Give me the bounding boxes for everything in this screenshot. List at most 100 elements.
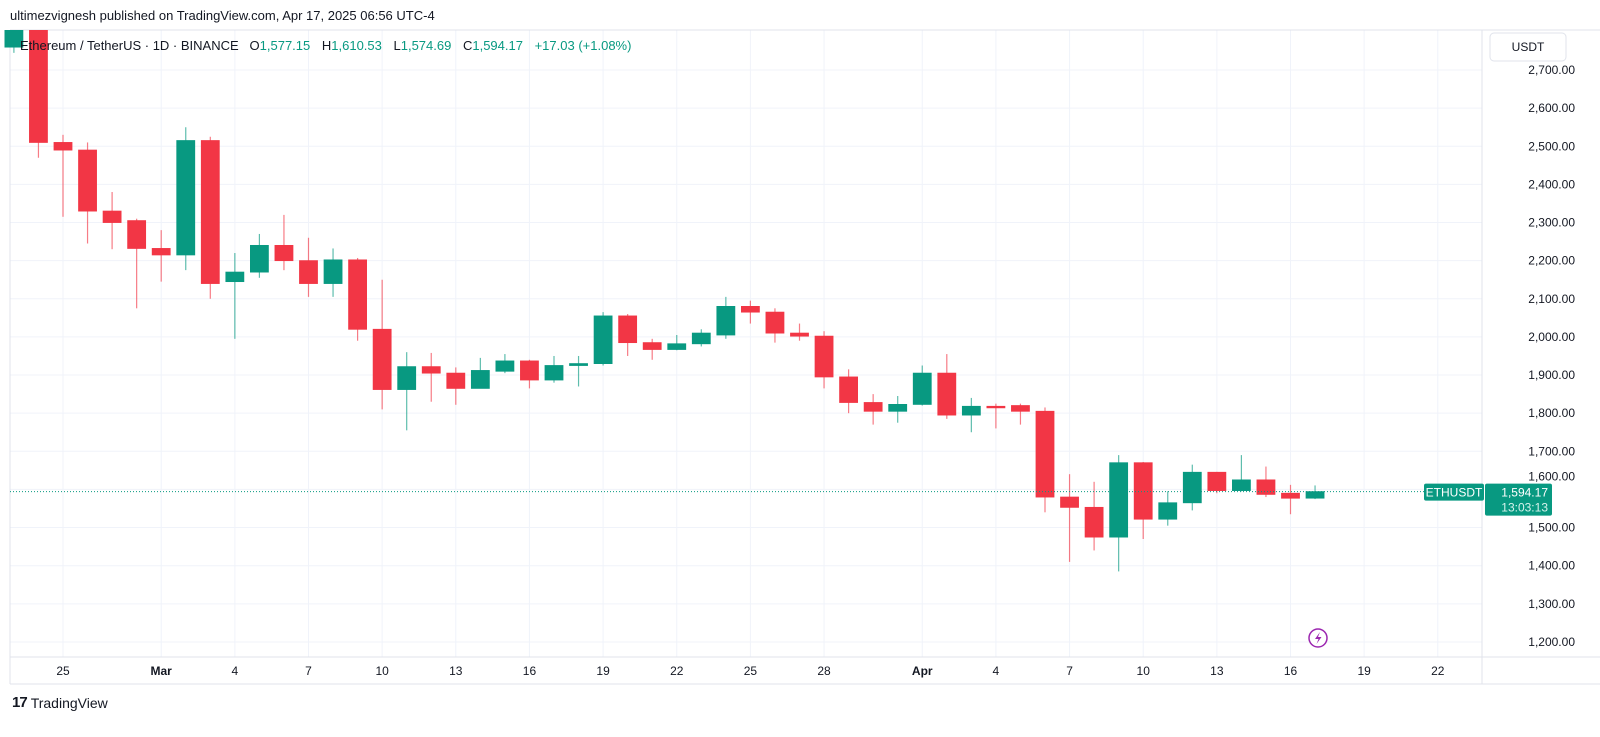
candle-body[interactable] <box>225 271 245 283</box>
candle-body[interactable] <box>961 405 981 416</box>
price-tick-label: 1,700.00 <box>1528 444 1575 458</box>
candle-body[interactable] <box>986 405 1006 409</box>
candle-body[interactable] <box>200 140 220 284</box>
candle-body[interactable] <box>814 335 834 378</box>
candle-body[interactable] <box>716 306 736 336</box>
candle-body[interactable] <box>691 332 711 345</box>
candle-body[interactable] <box>470 370 490 389</box>
candles-group <box>4 24 1325 572</box>
price-tick-label: 1,200.00 <box>1528 635 1575 649</box>
candle-body[interactable] <box>642 342 662 350</box>
price-tick-label: 1,400.00 <box>1528 559 1575 573</box>
time-tick-label: 10 <box>1137 664 1151 678</box>
candle-body[interactable] <box>937 372 957 416</box>
time-tick-label: Apr <box>912 664 933 678</box>
candle-body[interactable] <box>4 24 24 48</box>
price-tick-label: 1,900.00 <box>1528 368 1575 382</box>
price-tick-label: 2,300.00 <box>1528 216 1575 230</box>
time-tick-label: 22 <box>670 664 684 678</box>
symbol-name[interactable]: Ethereum / TetherUS · 1D · BINANCE <box>20 38 239 53</box>
candle-body[interactable] <box>741 306 760 313</box>
candle-body[interactable] <box>1133 462 1153 520</box>
candle-body[interactable] <box>1109 462 1129 538</box>
candle-body[interactable] <box>151 248 171 256</box>
high-value: 1,610.53 <box>331 38 382 53</box>
high-label: H <box>321 38 332 53</box>
currency-label[interactable]: USDT <box>1512 40 1545 54</box>
candle-body[interactable] <box>176 140 196 256</box>
candle-body[interactable] <box>888 404 908 412</box>
last-price-label: 1,594.17 <box>1501 486 1548 500</box>
time-tick-label: 4 <box>232 664 239 678</box>
symbol-tag-label: ETHUSDT <box>1426 486 1483 500</box>
symbol-tag <box>1424 483 1484 501</box>
time-tick-label: 7 <box>1066 664 1073 678</box>
time-tick-label: 19 <box>596 664 610 678</box>
candle-body[interactable] <box>1207 471 1227 491</box>
time-tick-label: 28 <box>817 664 831 678</box>
currency-button[interactable] <box>1489 32 1567 62</box>
candle-body[interactable] <box>1035 410 1055 498</box>
price-tick-label: 2,500.00 <box>1528 139 1575 153</box>
candle-body[interactable] <box>618 315 638 344</box>
time-tick-label: 7 <box>305 664 312 678</box>
candle-body[interactable] <box>765 311 785 334</box>
price-tick-label: 1,600.00 <box>1528 470 1575 484</box>
candle-body[interactable] <box>1084 506 1104 538</box>
candle-body[interactable] <box>495 360 515 372</box>
candle-body[interactable] <box>544 365 564 381</box>
price-tick-label: 2,400.00 <box>1528 177 1575 191</box>
candle-body[interactable] <box>1011 405 1030 412</box>
price-tick-label: 1,300.00 <box>1528 597 1575 611</box>
open-value: 1,577.15 <box>259 38 311 53</box>
candle-body[interactable] <box>1158 502 1178 520</box>
tradingview-logo-icon: 17 <box>12 694 28 711</box>
candle-body[interactable] <box>1305 491 1325 499</box>
candle-body[interactable] <box>1182 471 1202 504</box>
countdown-label: 13:03:13 <box>1501 501 1548 515</box>
time-tick-label: Mar <box>151 664 173 678</box>
close-label: C <box>462 38 473 53</box>
candle-body[interactable] <box>29 24 48 143</box>
candle-body[interactable] <box>667 343 687 350</box>
candle-body[interactable] <box>127 220 147 249</box>
candle-body[interactable] <box>299 260 318 284</box>
tradingview-footer[interactable]: 17 TradingView <box>12 694 108 711</box>
candle-body[interactable] <box>421 366 441 374</box>
candle-body[interactable] <box>348 259 368 330</box>
low-label: L <box>393 38 401 53</box>
price-tick-label: 1,800.00 <box>1528 406 1575 420</box>
time-tick-label: 16 <box>523 664 537 678</box>
candle-body[interactable] <box>446 372 466 389</box>
time-tick-label: 13 <box>449 664 463 678</box>
candle-body[interactable] <box>397 366 417 390</box>
close-value: 1,594.17 <box>472 38 523 53</box>
change-value: +17.03 (+1.08%) <box>534 38 632 53</box>
candle-body[interactable] <box>1060 496 1079 508</box>
time-tick-label: 10 <box>375 664 389 678</box>
candle-body[interactable] <box>78 149 97 212</box>
candle-body[interactable] <box>323 259 343 284</box>
candle-body[interactable] <box>912 372 932 405</box>
time-tick-label: 22 <box>1431 664 1445 678</box>
candle-body[interactable] <box>593 315 613 365</box>
symbol-legend: Ethereum / TetherUS · 1D · BINANCE O1,57… <box>20 38 639 53</box>
candle-body[interactable] <box>53 142 73 151</box>
candle-body[interactable] <box>1281 492 1300 499</box>
candle-body[interactable] <box>790 332 809 337</box>
candle-body[interactable] <box>839 376 858 403</box>
candle-body[interactable] <box>569 363 588 366</box>
price-tick-label: 2,700.00 <box>1528 63 1575 77</box>
price-tick-label: 1,500.00 <box>1528 521 1575 535</box>
price-tick-label: 2,100.00 <box>1528 292 1575 306</box>
candle-body[interactable] <box>372 328 392 390</box>
candle-body[interactable] <box>102 210 122 223</box>
candle-body[interactable] <box>274 244 294 262</box>
time-tick-label: 4 <box>993 664 1000 678</box>
candle-body[interactable] <box>863 402 883 412</box>
candle-body[interactable] <box>1256 479 1276 495</box>
candle-body[interactable] <box>1232 479 1251 491</box>
candle-body[interactable] <box>520 360 539 381</box>
candle-body[interactable] <box>249 244 269 273</box>
